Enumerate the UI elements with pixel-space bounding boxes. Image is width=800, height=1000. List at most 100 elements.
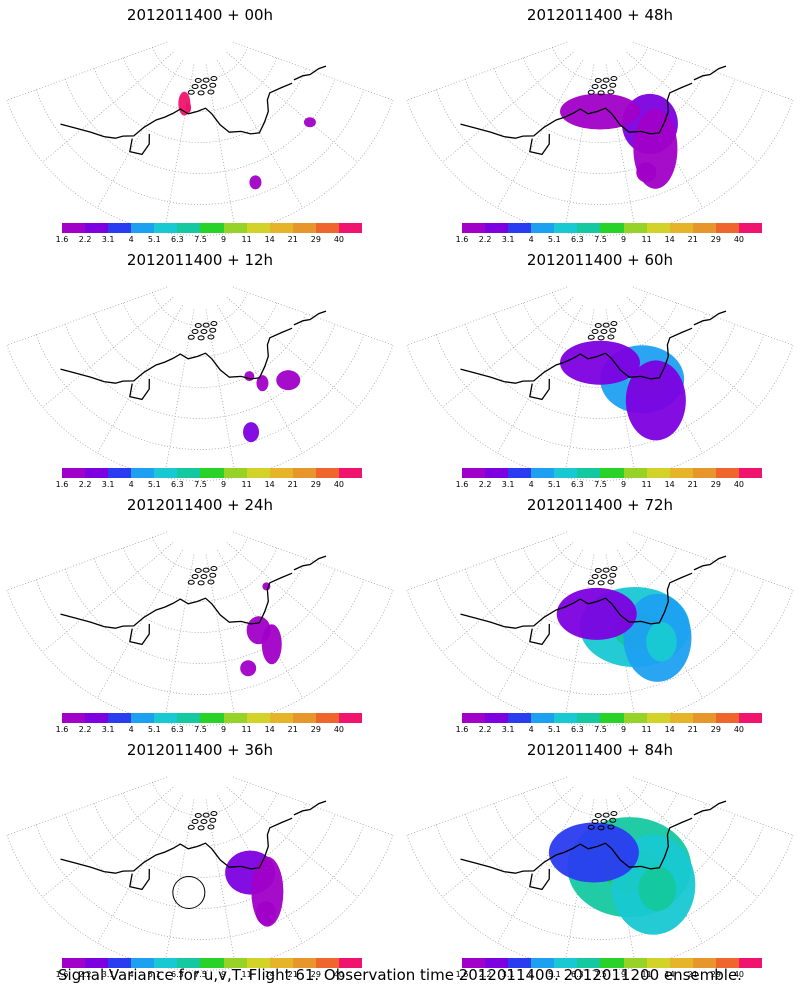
colorbar-label: 9 — [220, 725, 227, 734]
island — [200, 329, 208, 335]
meridian-line — [6, 41, 168, 101]
colorbar-label: 21 — [687, 725, 698, 734]
colorbar-label: 2.2 — [78, 235, 92, 244]
colorbar-label: 21 — [287, 480, 298, 489]
island — [187, 334, 195, 340]
colorbar-label: 7.5 — [194, 480, 207, 489]
island — [197, 580, 205, 586]
island — [191, 328, 199, 334]
colorbar-swatch — [200, 713, 224, 723]
island — [194, 567, 202, 573]
colorbar-label: 11 — [641, 235, 652, 244]
colorbar-label: 6.3 — [571, 235, 584, 244]
latitude-circle — [123, 57, 277, 112]
island — [197, 335, 205, 341]
colorbar-swatch — [108, 468, 132, 478]
latitude-circle — [552, 292, 648, 326]
colorbar-swatch — [154, 958, 178, 968]
coastline — [129, 378, 150, 401]
colorbar-swatch — [177, 468, 201, 478]
colorbar-label: 9 — [220, 235, 227, 244]
colorbar-swatch — [292, 713, 316, 723]
panel-title: 2012011400 + 24h — [126, 496, 274, 514]
colorbar-label: 21 — [687, 480, 698, 489]
colorbar-swatch — [462, 468, 486, 478]
coastline — [693, 65, 727, 81]
latitude-circle — [493, 803, 707, 878]
colorbar-label: 7.5 — [594, 235, 607, 244]
colorbar-label: 40 — [733, 480, 745, 489]
island — [591, 573, 599, 579]
colorbar-swatch — [462, 223, 486, 233]
island — [600, 84, 608, 90]
colorbar-swatch — [154, 468, 178, 478]
island — [607, 89, 615, 95]
colorbar-swatch — [738, 958, 763, 968]
latitude-circle — [6, 835, 394, 971]
map-panel: 2012011400 + 24h 1.6 2.2 3.1 4 5.1 6.3 7.5 9 11 14… — [0, 490, 400, 735]
colorbar-swatch — [315, 713, 339, 723]
latitude-circle — [435, 334, 765, 450]
latitude-circle — [123, 302, 277, 357]
colorbar-label: 1.6 — [455, 235, 469, 244]
latitude-circle — [123, 547, 277, 602]
colorbar-swatch — [108, 223, 132, 233]
colorbar-labels: 1.6 2.2 3.1 4 5.1 6.3 7.5 9 11 14 21 29 40 — [452, 480, 772, 490]
latitude-circle — [435, 579, 765, 695]
island — [207, 334, 215, 340]
meridian-line — [163, 799, 195, 968]
colorbar-swatch — [623, 223, 647, 233]
meridian-line — [632, 531, 794, 591]
island — [587, 334, 595, 340]
coastline — [529, 868, 550, 891]
colorbar-label: 29 — [710, 725, 721, 734]
colorbar-swatch — [85, 713, 109, 723]
colorbar-swatch — [62, 958, 86, 968]
latitude-circle — [435, 89, 765, 205]
latitude-circle — [493, 68, 707, 143]
colorbar-swatch — [154, 223, 178, 233]
variance-contour — [548, 822, 639, 883]
variance-contour — [256, 375, 269, 392]
colorbar-label: 11 — [241, 970, 252, 979]
colorbar-label: 11 — [641, 970, 652, 979]
colorbar-swatch — [200, 223, 224, 233]
coastline — [529, 623, 550, 646]
colorbar-label: 21 — [687, 235, 698, 244]
colorbar-swatch — [600, 713, 624, 723]
colorbar-label: 3.1 — [501, 480, 515, 489]
colorbar — [462, 713, 763, 723]
colorbar-swatch — [623, 713, 647, 723]
colorbar-swatch — [315, 958, 339, 968]
island — [600, 819, 608, 825]
colorbar-label: 1.6 — [55, 235, 69, 244]
colorbar-swatch — [246, 958, 270, 968]
panel-title: 2012011400 + 84h — [526, 741, 674, 759]
colorbar-label: 4 — [128, 235, 134, 244]
colorbar-labels: 1.6 2.2 3.1 4 5.1 6.3 7.5 9 11 14 21 29 40 — [452, 970, 772, 980]
meridian-line — [6, 776, 168, 836]
colorbar-swatch — [108, 958, 132, 968]
colorbar-labels: 1.6 2.2 3.1 4 5.1 6.3 7.5 9 11 14 21 29 40 — [52, 970, 372, 980]
latitude-circle — [464, 568, 736, 664]
colorbar-swatch — [554, 958, 578, 968]
coastline — [293, 555, 327, 571]
meridian-line — [163, 64, 195, 233]
colorbar-swatch — [223, 223, 247, 233]
colorbar-swatch — [669, 958, 693, 968]
colorbar-label: 9 — [620, 235, 627, 244]
meridian-line — [442, 52, 574, 163]
meridian-line — [42, 542, 174, 653]
latitude-circle — [464, 323, 736, 419]
variance-contour — [240, 660, 257, 677]
variance-contour — [646, 622, 677, 662]
colorbar-swatch — [62, 713, 86, 723]
meridian-line — [96, 60, 183, 209]
colorbar-label: 29 — [310, 970, 321, 979]
colorbar-label: 7.5 — [594, 725, 607, 734]
colorbar-label: 3.1 — [101, 970, 115, 979]
colorbar-swatch — [177, 958, 201, 968]
colorbar-swatch — [692, 223, 716, 233]
latitude-circle — [93, 313, 307, 388]
colorbar-label: 40 — [333, 480, 345, 489]
